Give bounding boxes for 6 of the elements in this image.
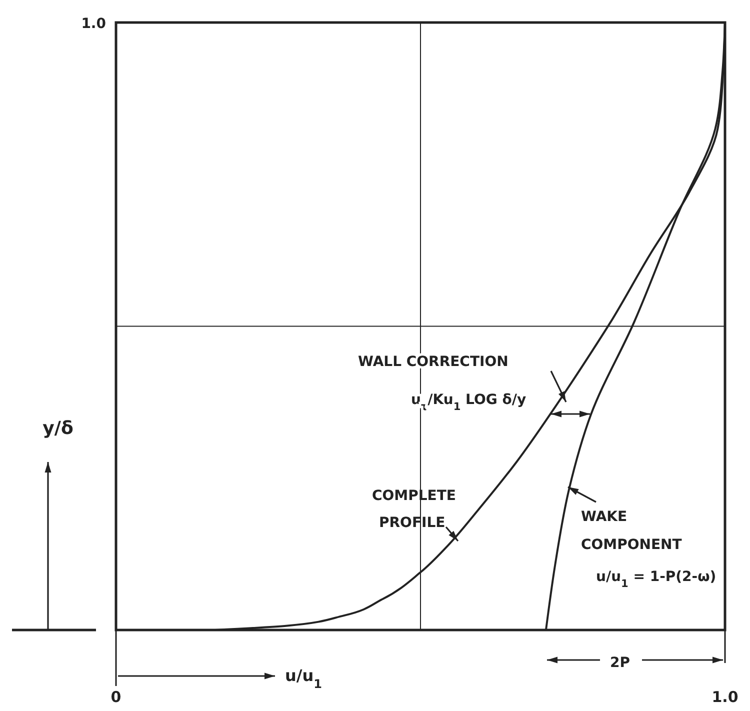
x-axis-title: u/u$_{1}$ [285,666,322,691]
x-tick-label: 0 [110,688,122,706]
y-axis-title: y/δ [42,418,74,439]
text: 1.0 [81,16,106,32]
text: 2P [610,655,630,671]
annotation: u/u$_{1}$ = 1-P(2-ω) [596,569,716,590]
